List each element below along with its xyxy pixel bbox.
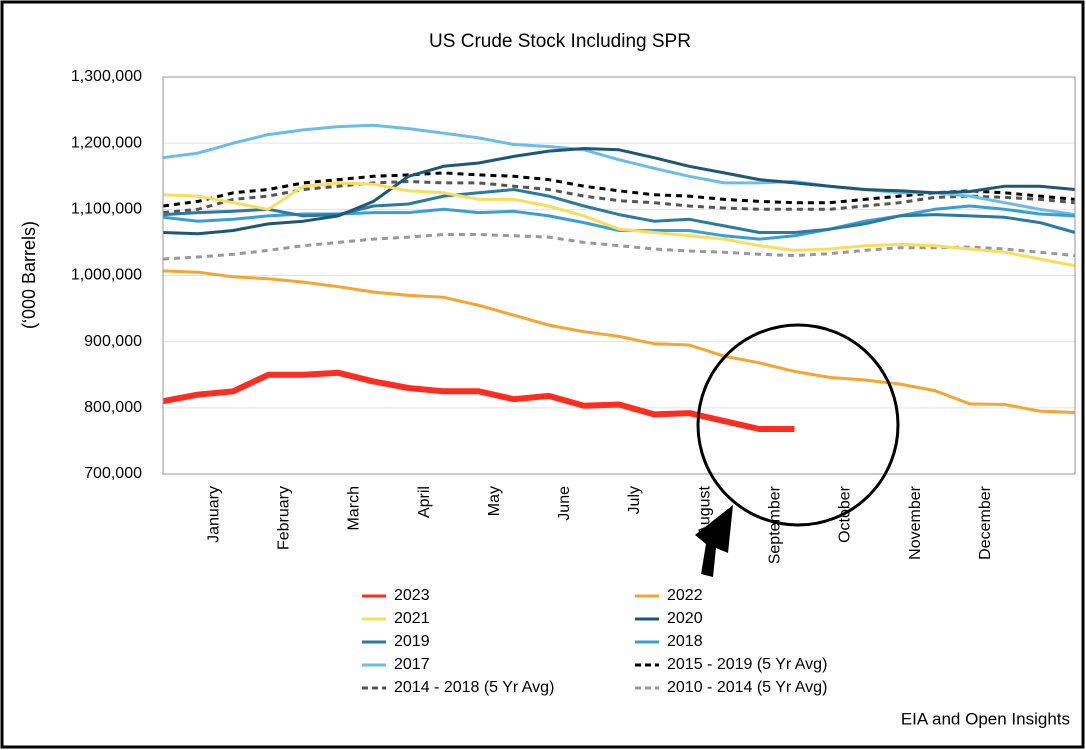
legend-label: 2014 - 2018 (5 Yr Avg) — [394, 679, 554, 696]
y-tick-label: 1,100,000 — [71, 201, 142, 218]
y-tick-label: 700,000 — [84, 465, 142, 482]
annotation-arrow — [695, 505, 733, 577]
series-line — [162, 188, 1076, 234]
legend-label: 2020 — [667, 610, 703, 627]
x-tick-label: October — [837, 485, 854, 543]
x-tick-label: February — [275, 486, 292, 550]
series-line — [162, 180, 1076, 215]
x-tick-label: August — [696, 485, 713, 535]
legend-label: 2017 — [394, 656, 430, 673]
plot-area — [162, 76, 1076, 475]
x-tick-label: November — [907, 485, 924, 559]
x-tick-label: September — [767, 485, 784, 564]
x-tick-label: June — [556, 486, 573, 521]
legend-label: 2019 — [394, 633, 430, 650]
annotation-circle — [696, 323, 900, 527]
legend-label: 2018 — [667, 633, 703, 650]
y-tick-label: 800,000 — [84, 399, 142, 416]
y-tick-label: 1,300,000 — [71, 68, 142, 85]
x-tick-label: March — [346, 486, 363, 530]
x-tick-label: July — [626, 486, 643, 514]
x-tick-label: April — [416, 486, 433, 518]
chart-title: US Crude Stock Including SPR — [429, 31, 691, 52]
series-line — [162, 181, 1076, 268]
source: EIA and Open Insights — [901, 709, 1070, 728]
legend-label: 2010 - 2014 (5 Yr Avg) — [667, 679, 827, 696]
series-line — [162, 233, 1076, 261]
series-line — [162, 147, 1076, 236]
x-tick-label: January — [205, 486, 222, 543]
y-tick-label: 900,000 — [84, 333, 142, 350]
x-tick-label: May — [486, 486, 503, 516]
y-tick-label: 1,000,000 — [71, 267, 142, 284]
series-line — [162, 369, 795, 432]
plot-border — [162, 76, 1076, 475]
legend-label: 2021 — [394, 610, 430, 627]
y-tick-label: 1,200,000 — [71, 134, 142, 151]
y-axis-title: (‘000 Barrels) — [19, 221, 39, 329]
legend-label: 2022 — [667, 587, 703, 604]
x-tick-label: December — [977, 485, 994, 559]
series-line — [162, 269, 1076, 414]
legend-label: 2023 — [394, 587, 430, 604]
legend-label: 2015 - 2019 (5 Yr Avg) — [667, 656, 827, 673]
